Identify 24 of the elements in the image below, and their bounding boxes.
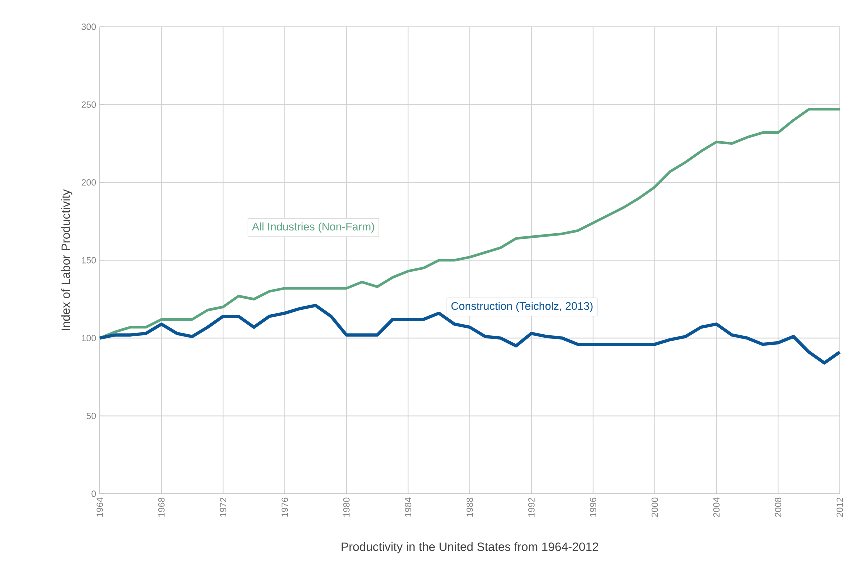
y-tick-label: 0 [92, 490, 96, 498]
x-tick-label: 2000 [652, 498, 658, 518]
y-axis-title: Index of Labor Productivity [61, 190, 73, 330]
x-tick-label: 1984 [405, 498, 412, 517]
y-tick-label: 150 [82, 257, 96, 264]
x-tick-label: 1964 [96, 498, 104, 517]
y-tick-label: 300 [82, 24, 96, 30]
text: All Industries (Non-Farm) [252, 222, 374, 233]
x-tick-label: 2004 [713, 498, 720, 518]
y-tick-label: 250 [82, 102, 96, 108]
x-tick-label: 2012 [836, 498, 844, 518]
x-tick-label: 1980 [343, 498, 350, 517]
x-tick-label: 1992 [528, 498, 535, 517]
x-tick-label: 1972 [220, 498, 227, 517]
series-label: Construction (Teicholz, 2013) [452, 302, 593, 312]
x-tick-label: 1996 [590, 498, 597, 517]
x-tick-label: 1968 [158, 498, 165, 517]
y-tick-label: 100 [82, 335, 96, 342]
x-tick-label: 1988 [466, 498, 474, 517]
y-tick-label: 200 [82, 179, 96, 186]
x-tick-label: 1976 [282, 498, 288, 517]
x-tick-label: 2008 [775, 498, 782, 518]
y-tick-label: 50 [86, 412, 96, 420]
x-axis-title: Productivity in the United States from 1964-2012 [342, 542, 598, 554]
